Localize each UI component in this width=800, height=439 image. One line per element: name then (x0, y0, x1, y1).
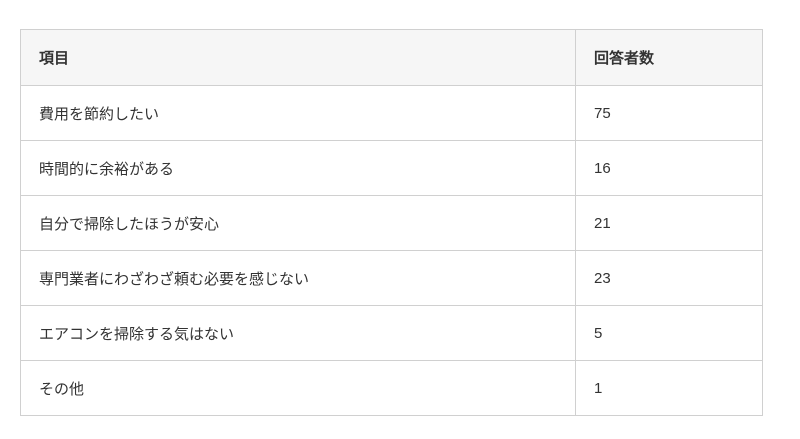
table-row: 時間的に余裕がある 16 (20, 140, 763, 196)
row-count-cell: 1 (575, 360, 763, 416)
row-count-cell: 21 (575, 195, 763, 251)
table-row: エアコンを掃除する気はない 5 (20, 305, 763, 361)
header-cell-respondent-count: 回答者数 (575, 29, 763, 86)
table-row: 専門業者にわざわざ頼む必要を感じない 23 (20, 250, 763, 306)
table-row: 費用を節約したい 75 (20, 85, 763, 141)
row-label-cell: 費用を節約したい (20, 85, 576, 141)
row-count-cell: 75 (575, 85, 763, 141)
table-row: その他 1 (20, 360, 763, 416)
row-label-cell: エアコンを掃除する気はない (20, 305, 576, 361)
row-label-cell: 自分で掃除したほうが安心 (20, 195, 576, 251)
header-cell-item: 項目 (20, 29, 576, 86)
survey-results-table: 項目 回答者数 費用を節約したい 75 時間的に余裕がある 16 自分で掃除した… (20, 29, 763, 416)
row-label-cell: 専門業者にわざわざ頼む必要を感じない (20, 250, 576, 306)
table-header-row: 項目 回答者数 (20, 29, 763, 86)
row-label-cell: その他 (20, 360, 576, 416)
table-row: 自分で掃除したほうが安心 21 (20, 195, 763, 251)
row-count-cell: 23 (575, 250, 763, 306)
row-count-cell: 5 (575, 305, 763, 361)
row-label-cell: 時間的に余裕がある (20, 140, 576, 196)
row-count-cell: 16 (575, 140, 763, 196)
